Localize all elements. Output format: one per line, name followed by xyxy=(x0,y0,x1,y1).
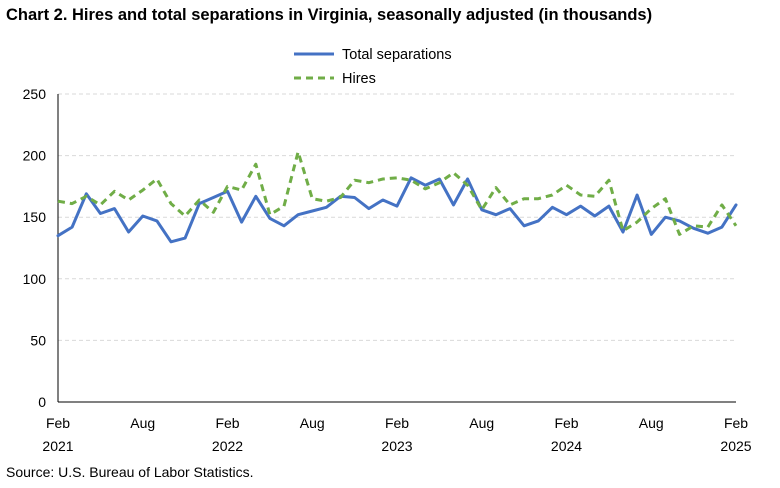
x-tick-label-month: Feb xyxy=(215,415,239,431)
y-tick-label: 250 xyxy=(23,86,47,102)
chart-title: Chart 2. Hires and total separations in … xyxy=(6,6,653,24)
series-line-total-separations xyxy=(56,176,738,244)
x-tick-label-month: Aug xyxy=(130,415,155,431)
x-tick-label-year: 2021 xyxy=(42,438,73,454)
x-tick-label-month: Feb xyxy=(724,415,748,431)
x-tick-label-month: Aug xyxy=(469,415,494,431)
x-tick-label-year: 2024 xyxy=(551,438,582,454)
y-tick-label: 50 xyxy=(30,332,46,348)
chart-source: Source: U.S. Bureau of Labor Statistics. xyxy=(6,464,254,480)
x-tick-label-month: Feb xyxy=(554,415,578,431)
x-tick-label-year: 2022 xyxy=(212,438,243,454)
y-tick-label: 0 xyxy=(38,394,46,410)
x-tick-label-month: Aug xyxy=(639,415,664,431)
x-tick-label-month: Aug xyxy=(300,415,325,431)
legend-label-hires: Hires xyxy=(342,71,376,87)
x-tick-label-month: Feb xyxy=(385,415,409,431)
y-tick-label: 150 xyxy=(23,209,47,225)
series-line-hires xyxy=(57,150,738,236)
x-tick-label-year: 2023 xyxy=(381,438,412,454)
y-tick-label: 200 xyxy=(23,148,47,164)
y-tick-label: 100 xyxy=(23,271,47,287)
x-tick-label-year: 2025 xyxy=(720,438,751,454)
x-tick-label-month: Feb xyxy=(46,415,70,431)
legend-label-total-separations: Total separations xyxy=(342,47,452,63)
